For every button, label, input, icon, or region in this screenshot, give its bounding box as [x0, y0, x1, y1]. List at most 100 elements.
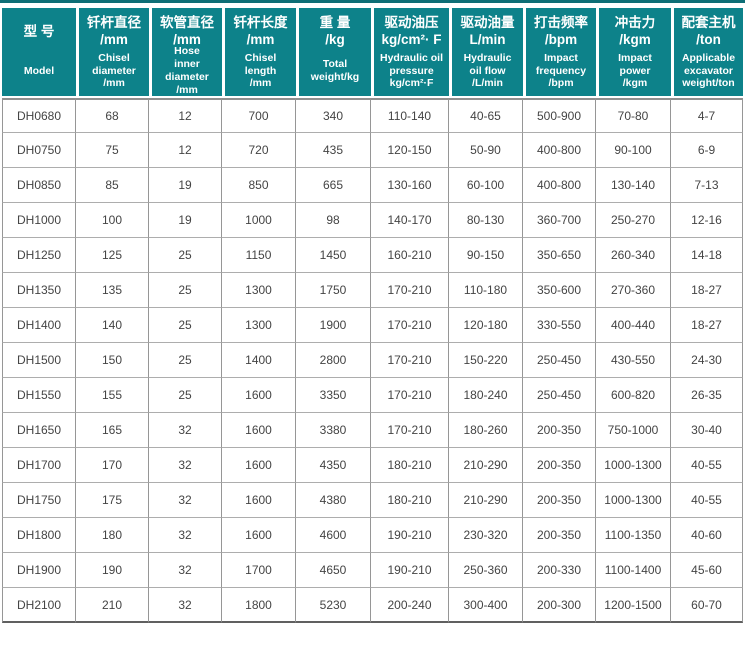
column-header-oil-pressure: 驱动油压 kg/cm²· F Hydraulic oil pressure kg/… — [371, 8, 449, 98]
model-cell: DH1900 — [2, 553, 76, 588]
model-cell: DH1750 — [2, 483, 76, 518]
value-cell-chisel-diameter: 170 — [76, 448, 149, 483]
value-cell-chisel-diameter: 210 — [76, 588, 149, 623]
value-cell-excavator-weight: 60-70 — [671, 588, 743, 623]
value-cell-impact-frequency: 250-450 — [523, 378, 596, 413]
value-cell-chisel-length: 1600 — [222, 378, 296, 413]
table-row: DH1000 100 19 1000 98 140-170 80-130 360-700 250… — [2, 203, 743, 238]
model-cell: DH1550 — [2, 378, 76, 413]
value-cell-chisel-diameter: 180 — [76, 518, 149, 553]
value-cell-oil-flow: 210-290 — [449, 483, 523, 518]
value-cell-hose-inner-diameter: 12 — [149, 133, 222, 168]
value-cell-impact-power: 250-270 — [596, 203, 671, 238]
value-cell-total-weight: 2800 — [296, 343, 371, 378]
column-header-impact-frequency: 打击频率 /bpm Impact frequency /bpm — [523, 8, 596, 98]
value-cell-impact-power: 750-1000 — [596, 413, 671, 448]
column-header-en-label: Hydraulic oil pressure kg/cm²·F — [379, 51, 443, 90]
value-cell-oil-flow: 40-65 — [449, 98, 523, 133]
model-cell: DH1000 — [2, 203, 76, 238]
column-header-zh-label: 配套主机 /ton — [681, 15, 736, 47]
value-cell-chisel-length: 1700 — [222, 553, 296, 588]
value-cell-hose-inner-diameter: 25 — [149, 308, 222, 343]
value-cell-impact-frequency: 350-600 — [523, 273, 596, 308]
value-cell-total-weight: 4600 — [296, 518, 371, 553]
value-cell-chisel-length: 1150 — [222, 238, 296, 273]
value-cell-total-weight: 98 — [296, 203, 371, 238]
value-cell-chisel-diameter: 125 — [76, 238, 149, 273]
table-row: DH1500 150 25 1400 2800 170-210 150-220 250-450… — [2, 343, 743, 378]
value-cell-impact-power: 600-820 — [596, 378, 671, 413]
value-cell-chisel-length: 1800 — [222, 588, 296, 623]
value-cell-impact-frequency: 200-300 — [523, 588, 596, 623]
value-cell-oil-flow: 60-100 — [449, 168, 523, 203]
value-cell-chisel-diameter: 85 — [76, 168, 149, 203]
model-cell: DH1350 — [2, 273, 76, 308]
value-cell-oil-pressure: 180-210 — [371, 448, 449, 483]
value-cell-oil-flow: 120-180 — [449, 308, 523, 343]
value-cell-oil-pressure: 170-210 — [371, 378, 449, 413]
value-cell-chisel-length: 1600 — [222, 448, 296, 483]
value-cell-hose-inner-diameter: 32 — [149, 588, 222, 623]
table-row: DH0850 85 19 850 665 130-160 60-100 400-800 130-… — [2, 168, 743, 203]
table-row: DH2100 210 32 1800 5230 200-240 300-400 200-300… — [2, 588, 743, 623]
value-cell-total-weight: 1900 — [296, 308, 371, 343]
value-cell-total-weight: 3380 — [296, 413, 371, 448]
value-cell-oil-flow: 110-180 — [449, 273, 523, 308]
value-cell-chisel-length: 700 — [222, 98, 296, 133]
value-cell-chisel-diameter: 140 — [76, 308, 149, 343]
column-header-en-label: Chisel diameter /mm — [92, 51, 136, 90]
value-cell-chisel-diameter: 155 — [76, 378, 149, 413]
column-header-en-label: Model — [23, 64, 55, 77]
table-body: DH0680 68 12 700 340 110-140 40-65 500-900 70-80… — [2, 98, 743, 623]
column-header-en-label: Impact frequency /bpm — [535, 51, 587, 90]
value-cell-chisel-length: 1300 — [222, 308, 296, 343]
value-cell-excavator-weight: 4-7 — [671, 98, 743, 133]
value-cell-oil-pressure: 200-240 — [371, 588, 449, 623]
value-cell-oil-pressure: 170-210 — [371, 273, 449, 308]
value-cell-chisel-diameter: 75 — [76, 133, 149, 168]
value-cell-impact-frequency: 500-900 — [523, 98, 596, 133]
value-cell-chisel-length: 1600 — [222, 413, 296, 448]
column-header-zh-label: 驱动油压 kg/cm²· F — [381, 15, 442, 47]
value-cell-oil-flow: 80-130 — [449, 203, 523, 238]
value-cell-impact-power: 1200-1500 — [596, 588, 671, 623]
table-row: DH1250 125 25 1150 1450 160-210 90-150 350-650 2… — [2, 238, 743, 273]
value-cell-chisel-length: 850 — [222, 168, 296, 203]
model-cell: DH0850 — [2, 168, 76, 203]
value-cell-oil-pressure: 120-150 — [371, 133, 449, 168]
value-cell-excavator-weight: 7-13 — [671, 168, 743, 203]
value-cell-hose-inner-diameter: 25 — [149, 343, 222, 378]
value-cell-impact-frequency: 200-350 — [523, 483, 596, 518]
value-cell-oil-flow: 50-90 — [449, 133, 523, 168]
value-cell-oil-flow: 180-260 — [449, 413, 523, 448]
value-cell-oil-flow: 250-360 — [449, 553, 523, 588]
column-header-en-label: Chisel length /mm — [244, 51, 277, 90]
value-cell-oil-flow: 210-290 — [449, 448, 523, 483]
value-cell-chisel-diameter: 190 — [76, 553, 149, 588]
value-cell-excavator-weight: 24-30 — [671, 343, 743, 378]
value-cell-impact-power: 1000-1300 — [596, 483, 671, 518]
value-cell-excavator-weight: 30-40 — [671, 413, 743, 448]
value-cell-impact-frequency: 200-330 — [523, 553, 596, 588]
value-cell-total-weight: 3350 — [296, 378, 371, 413]
value-cell-oil-flow: 300-400 — [449, 588, 523, 623]
column-header-zh-label: 重 量 /kg — [319, 15, 351, 47]
value-cell-excavator-weight: 26-35 — [671, 378, 743, 413]
value-cell-hose-inner-diameter: 32 — [149, 413, 222, 448]
column-header-excavator-weight: 配套主机 /ton Applicable excavator weight/ton — [671, 8, 743, 98]
column-header-en-label: Applicable excavator weight/ton — [681, 51, 736, 90]
value-cell-chisel-diameter: 165 — [76, 413, 149, 448]
value-cell-oil-flow: 180-240 — [449, 378, 523, 413]
column-header-zh-label: 软管直径 /mm — [160, 15, 214, 47]
value-cell-hose-inner-diameter: 25 — [149, 273, 222, 308]
value-cell-impact-frequency: 400-800 — [523, 168, 596, 203]
value-cell-hose-inner-diameter: 25 — [149, 378, 222, 413]
table-row: DH1900 190 32 1700 4650 190-210 250-360 200-330… — [2, 553, 743, 588]
value-cell-chisel-length: 1400 — [222, 343, 296, 378]
value-cell-impact-power: 430-550 — [596, 343, 671, 378]
column-header-impact-power: 冲击力 /kgm Impact power /kgm — [596, 8, 671, 98]
top-divider-line — [0, 0, 745, 3]
value-cell-excavator-weight: 40-55 — [671, 448, 743, 483]
value-cell-total-weight: 4350 — [296, 448, 371, 483]
